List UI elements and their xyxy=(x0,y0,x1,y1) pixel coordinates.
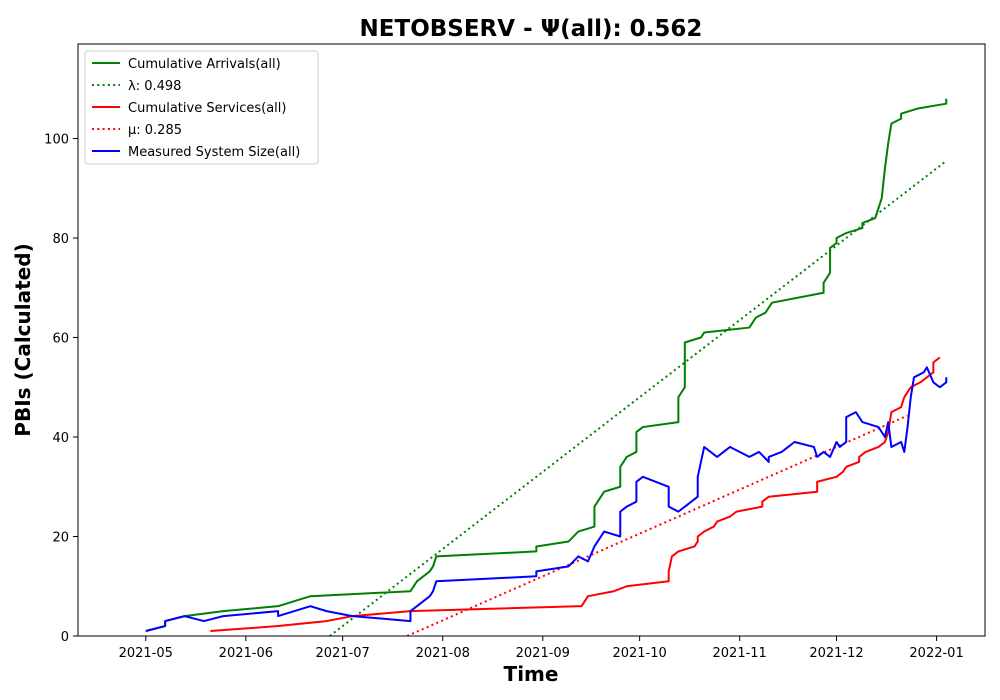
legend: Cumulative Arrivals(all) λ: 0.498 Cumulati… xyxy=(84,50,319,165)
series-line-cumulative-arrivals-all xyxy=(145,98,948,632)
series-line-0-285 xyxy=(406,414,908,636)
y-axis-title: PBIs (Calculated) xyxy=(11,243,35,436)
legend-label-0-498: λ: 0.498 xyxy=(128,79,181,94)
x-tick-label: 2021-05 xyxy=(119,646,173,661)
x-tick-label: 2021-09 xyxy=(516,646,570,661)
legend-label-0-285: μ: 0.285 xyxy=(128,123,182,138)
plot-area xyxy=(145,98,948,636)
y-tick-label: 0 xyxy=(61,630,69,645)
y-axis: 0 20 40 60 80 100 xyxy=(44,133,78,645)
x-tick-label: 2021-06 xyxy=(219,646,273,661)
plot-frame xyxy=(77,43,986,637)
y-tick-label: 20 xyxy=(52,531,69,546)
x-tick-label: 2021-08 xyxy=(416,646,470,661)
legend-box xyxy=(84,50,319,165)
y-tick-label: 80 xyxy=(52,232,69,247)
y-tick-label: 100 xyxy=(44,133,69,148)
x-tick-label: 2021-10 xyxy=(612,646,666,661)
legend-label-cumulative-arrivals-all: Cumulative Arrivals(all) xyxy=(128,57,281,72)
x-tick-label: 2021-07 xyxy=(316,646,370,661)
series-line-0-498 xyxy=(329,160,947,636)
chart-title: NETOBSERV - Ψ(all): 0.562 xyxy=(360,16,703,42)
x-axis-title: Time xyxy=(504,662,559,686)
x-tick-label: 2022-01 xyxy=(909,646,963,661)
x-tick-label: 2021-11 xyxy=(713,646,767,661)
y-tick-label: 60 xyxy=(52,332,69,347)
y-tick-label: 40 xyxy=(52,431,69,446)
series-line-cumulative-services-all xyxy=(210,356,941,633)
series-line-measured-system-size-all xyxy=(145,366,948,632)
x-axis: 2021-05 2021-06 2021-07 2021-08 2021-09 2021-… xyxy=(119,636,964,661)
legend-label-cumulative-services-all: Cumulative Services(all) xyxy=(128,101,286,116)
x-tick-label: 2021-12 xyxy=(809,646,863,661)
legend-label-measured-system-size-all: Measured System Size(all) xyxy=(128,145,300,160)
